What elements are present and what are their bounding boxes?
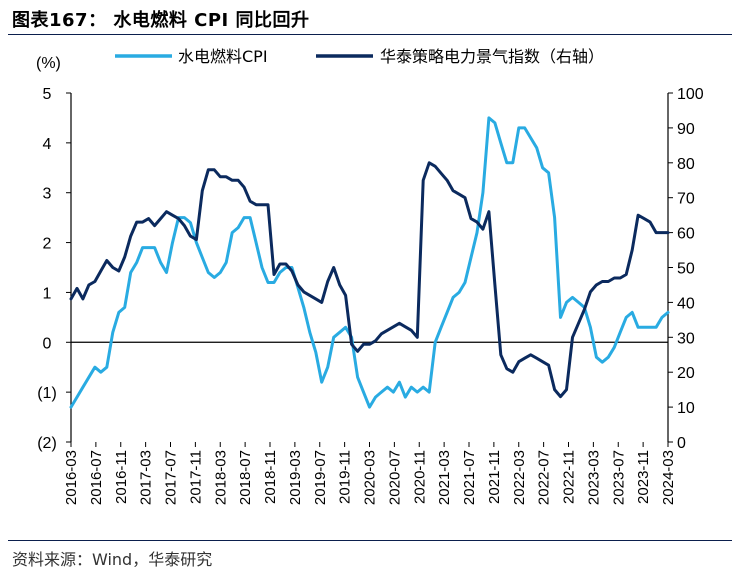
series-line-cpi	[69, 116, 670, 409]
x-tick-label: 2017-11	[187, 450, 204, 504]
x-tick-label: 2021-07	[461, 450, 478, 505]
figure-title: 图表167： 水电燃料 CPI 同比回升	[12, 10, 310, 31]
left-tick-label: 4	[43, 136, 52, 153]
x-tick-label: 2021-03	[436, 450, 453, 505]
series-line-power-index	[69, 161, 670, 399]
x-tick-label: 2020-11	[411, 450, 428, 504]
left-tick-label: 0	[43, 335, 52, 352]
left-tick-label: 1	[43, 285, 52, 302]
plot-lines	[69, 116, 670, 409]
right-tick-label: 80	[677, 156, 695, 173]
right-tick-label: 0	[677, 435, 686, 452]
x-tick-label: 2022-03	[511, 450, 528, 505]
x-tick-label: 2024-03	[660, 450, 677, 505]
x-tick-label: 2022-11	[561, 450, 578, 504]
right-tick-label: 20	[677, 365, 695, 382]
left-tick-label: (2)	[37, 435, 57, 452]
x-tick-label: 2020-07	[386, 450, 403, 505]
right-tick-label: 100	[677, 86, 704, 103]
x-axis-ticks: 2016-03 2016-07 2016-11 2017-03 2017-07 2017-…	[63, 442, 677, 505]
x-tick-label: 2016-03	[63, 450, 80, 505]
right-tick-label: 50	[677, 261, 695, 278]
x-tick-label: 2017-07	[163, 450, 180, 505]
right-tick-label: 90	[677, 121, 695, 138]
right-tick-label: 60	[677, 226, 695, 243]
x-tick-label: 2019-11	[337, 450, 354, 504]
x-tick-label: 2018-07	[237, 450, 254, 505]
left-tick-label: 2	[43, 236, 52, 253]
x-tick-label: 2021-11	[486, 450, 503, 504]
footer-rule	[8, 540, 732, 541]
legend: 水电燃料CPI 华泰策略电力景气指数（右轴）	[115, 47, 604, 66]
legend-label-index: 华泰策略电力景气指数（右轴）	[380, 47, 604, 66]
x-tick-label: 2019-07	[312, 450, 329, 505]
right-tick-label: 40	[677, 295, 695, 312]
x-tick-label: 2022-07	[536, 450, 553, 505]
x-tick-label: 2017-03	[138, 450, 155, 505]
left-tick-label: (1)	[37, 385, 57, 402]
right-tick-label: 10	[677, 400, 695, 417]
y-axis-unit-label: (%)	[36, 55, 61, 72]
axes	[70, 93, 669, 442]
x-tick-label: 2020-03	[362, 450, 379, 505]
x-tick-label: 2023-11	[635, 450, 652, 504]
right-tick-label: 30	[677, 330, 695, 347]
x-tick-label: 2023-07	[610, 450, 627, 505]
x-tick-label: 2019-03	[287, 450, 304, 505]
left-tick-label: 5	[43, 86, 52, 103]
title-rule	[8, 34, 732, 35]
x-tick-label: 2018-11	[262, 450, 279, 504]
left-axis-ticks: (2) (1) 0 1 2 3 4 5	[37, 86, 71, 452]
right-axis-ticks: 0 10 20 30 40 50 60 70 80 90 100	[668, 86, 704, 452]
x-tick-label: 2016-11	[113, 450, 130, 504]
source-note: 资料来源：Wind，华泰研究	[12, 550, 213, 569]
right-tick-label: 70	[677, 191, 695, 208]
left-tick-label: 3	[43, 186, 52, 203]
x-tick-label: 2023-03	[585, 450, 602, 505]
legend-label-cpi: 水电燃料CPI	[178, 47, 268, 66]
x-tick-label: 2016-07	[88, 450, 105, 505]
x-tick-label: 2018-03	[212, 450, 229, 505]
